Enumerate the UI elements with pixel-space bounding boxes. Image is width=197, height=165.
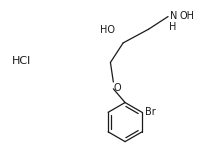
Text: HCl: HCl xyxy=(12,55,31,66)
Text: O: O xyxy=(113,83,121,93)
Text: N: N xyxy=(170,11,177,21)
Text: Br: Br xyxy=(145,107,156,117)
Text: HO: HO xyxy=(100,25,115,35)
Text: OH: OH xyxy=(180,11,195,21)
Text: H: H xyxy=(169,22,177,32)
